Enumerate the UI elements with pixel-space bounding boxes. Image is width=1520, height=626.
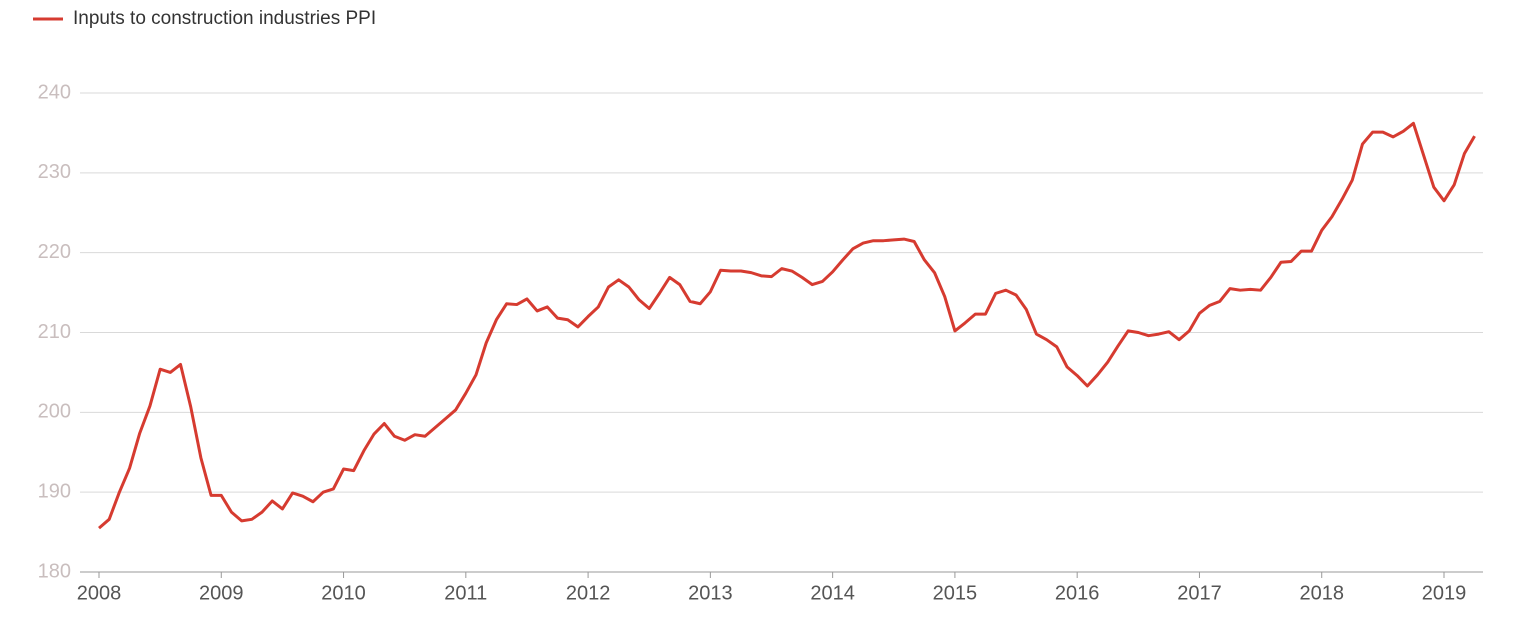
y-tick-label: 190 <box>38 480 71 502</box>
y-tick-label: 240 <box>38 81 71 103</box>
x-tick-label: 2019 <box>1422 582 1467 604</box>
y-tick-label: 220 <box>38 241 71 263</box>
x-tick-label: 2014 <box>810 582 855 604</box>
x-tick-label: 2011 <box>444 582 487 604</box>
x-tick-label: 2018 <box>1299 582 1344 604</box>
x-tick-label: 2013 <box>688 582 733 604</box>
legend-label: Inputs to construction industries PPI <box>73 8 376 29</box>
x-tick-label: 2017 <box>1177 582 1222 604</box>
x-tick-label: 2010 <box>321 582 366 604</box>
x-tick-label: 2009 <box>199 582 244 604</box>
y-tick-label: 210 <box>38 321 71 343</box>
x-tick-label: 2008 <box>77 582 122 604</box>
x-tick-label: 2015 <box>933 582 978 604</box>
x-tick-label: 2016 <box>1055 582 1100 604</box>
y-tick-label: 200 <box>38 401 71 423</box>
y-tick-label: 180 <box>38 560 71 582</box>
x-tick-label: 2012 <box>566 582 611 604</box>
y-tick-label: 230 <box>38 161 71 183</box>
series-line <box>98 121 1476 530</box>
